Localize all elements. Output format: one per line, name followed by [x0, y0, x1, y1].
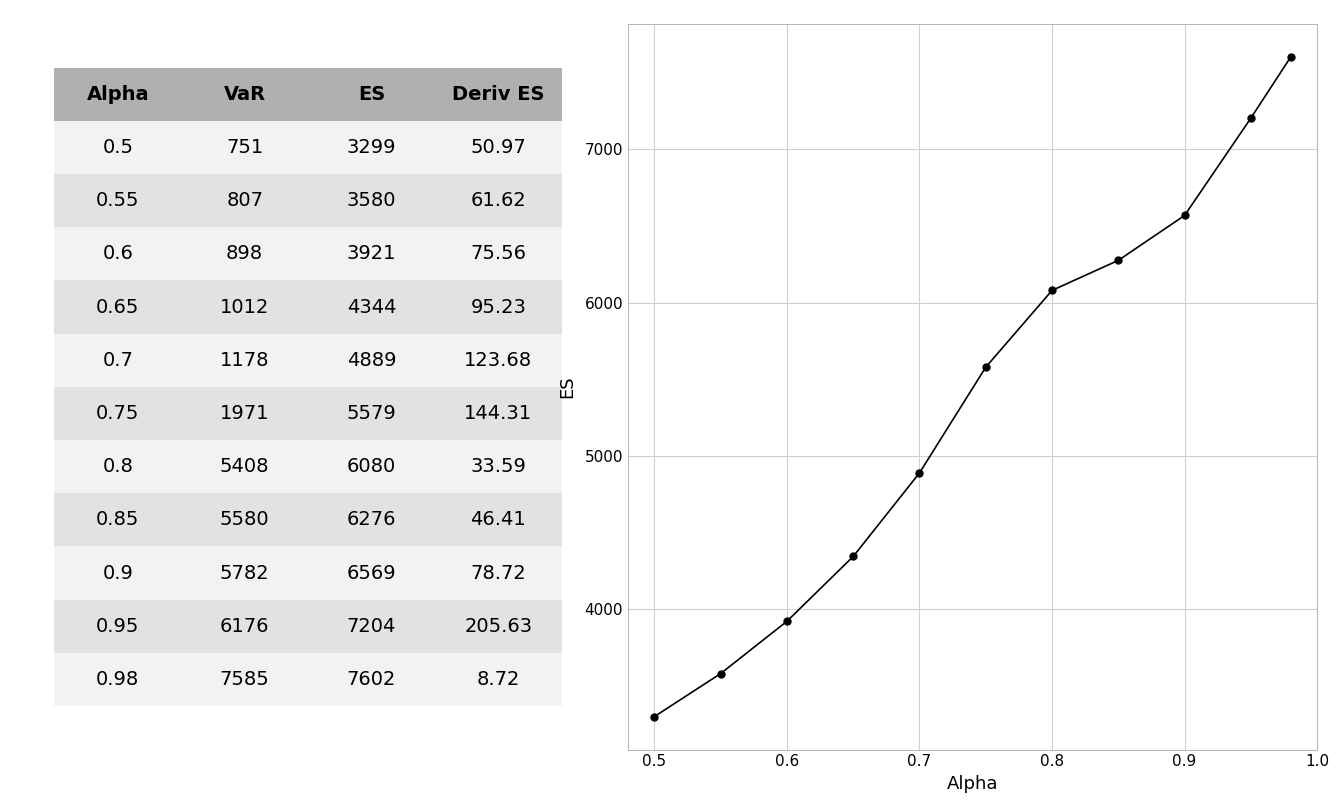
X-axis label: Alpha: Alpha — [946, 775, 999, 793]
Y-axis label: ES: ES — [558, 376, 577, 398]
